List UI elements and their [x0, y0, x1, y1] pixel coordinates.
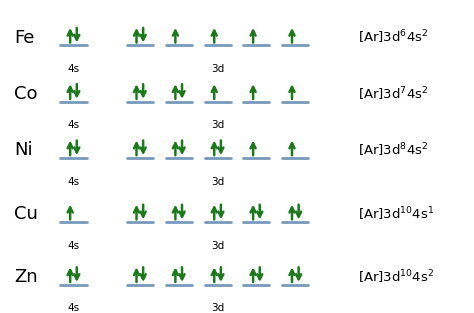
- Text: Ni: Ni: [14, 141, 33, 159]
- Text: 3d: 3d: [211, 241, 224, 251]
- Text: $\mathregular{[Ar]3d^{10}4s^{2}}$: $\mathregular{[Ar]3d^{10}4s^{2}}$: [358, 268, 434, 286]
- Text: Co: Co: [14, 85, 38, 103]
- Text: 3d: 3d: [211, 64, 224, 74]
- Text: 3d: 3d: [211, 303, 224, 313]
- Text: 4s: 4s: [67, 241, 80, 251]
- Text: 4s: 4s: [67, 303, 80, 313]
- Text: 4s: 4s: [67, 177, 80, 187]
- Text: 4s: 4s: [67, 120, 80, 130]
- Text: $\mathregular{[Ar]3d^{7}4s^{2}}$: $\mathregular{[Ar]3d^{7}4s^{2}}$: [358, 85, 428, 103]
- Text: 3d: 3d: [211, 177, 224, 187]
- Text: $\mathregular{[Ar]3d^{8}4s^{2}}$: $\mathregular{[Ar]3d^{8}4s^{2}}$: [358, 141, 428, 159]
- Text: 4s: 4s: [67, 64, 80, 74]
- Text: $\mathregular{[Ar]3d^{6}4s^{2}}$: $\mathregular{[Ar]3d^{6}4s^{2}}$: [358, 29, 428, 46]
- Text: Fe: Fe: [14, 28, 35, 47]
- Text: Zn: Zn: [14, 268, 38, 286]
- Text: $\mathregular{[Ar]3d^{10}4s^{1}}$: $\mathregular{[Ar]3d^{10}4s^{1}}$: [358, 206, 434, 223]
- Text: 3d: 3d: [211, 120, 224, 130]
- Text: Cu: Cu: [14, 205, 38, 223]
